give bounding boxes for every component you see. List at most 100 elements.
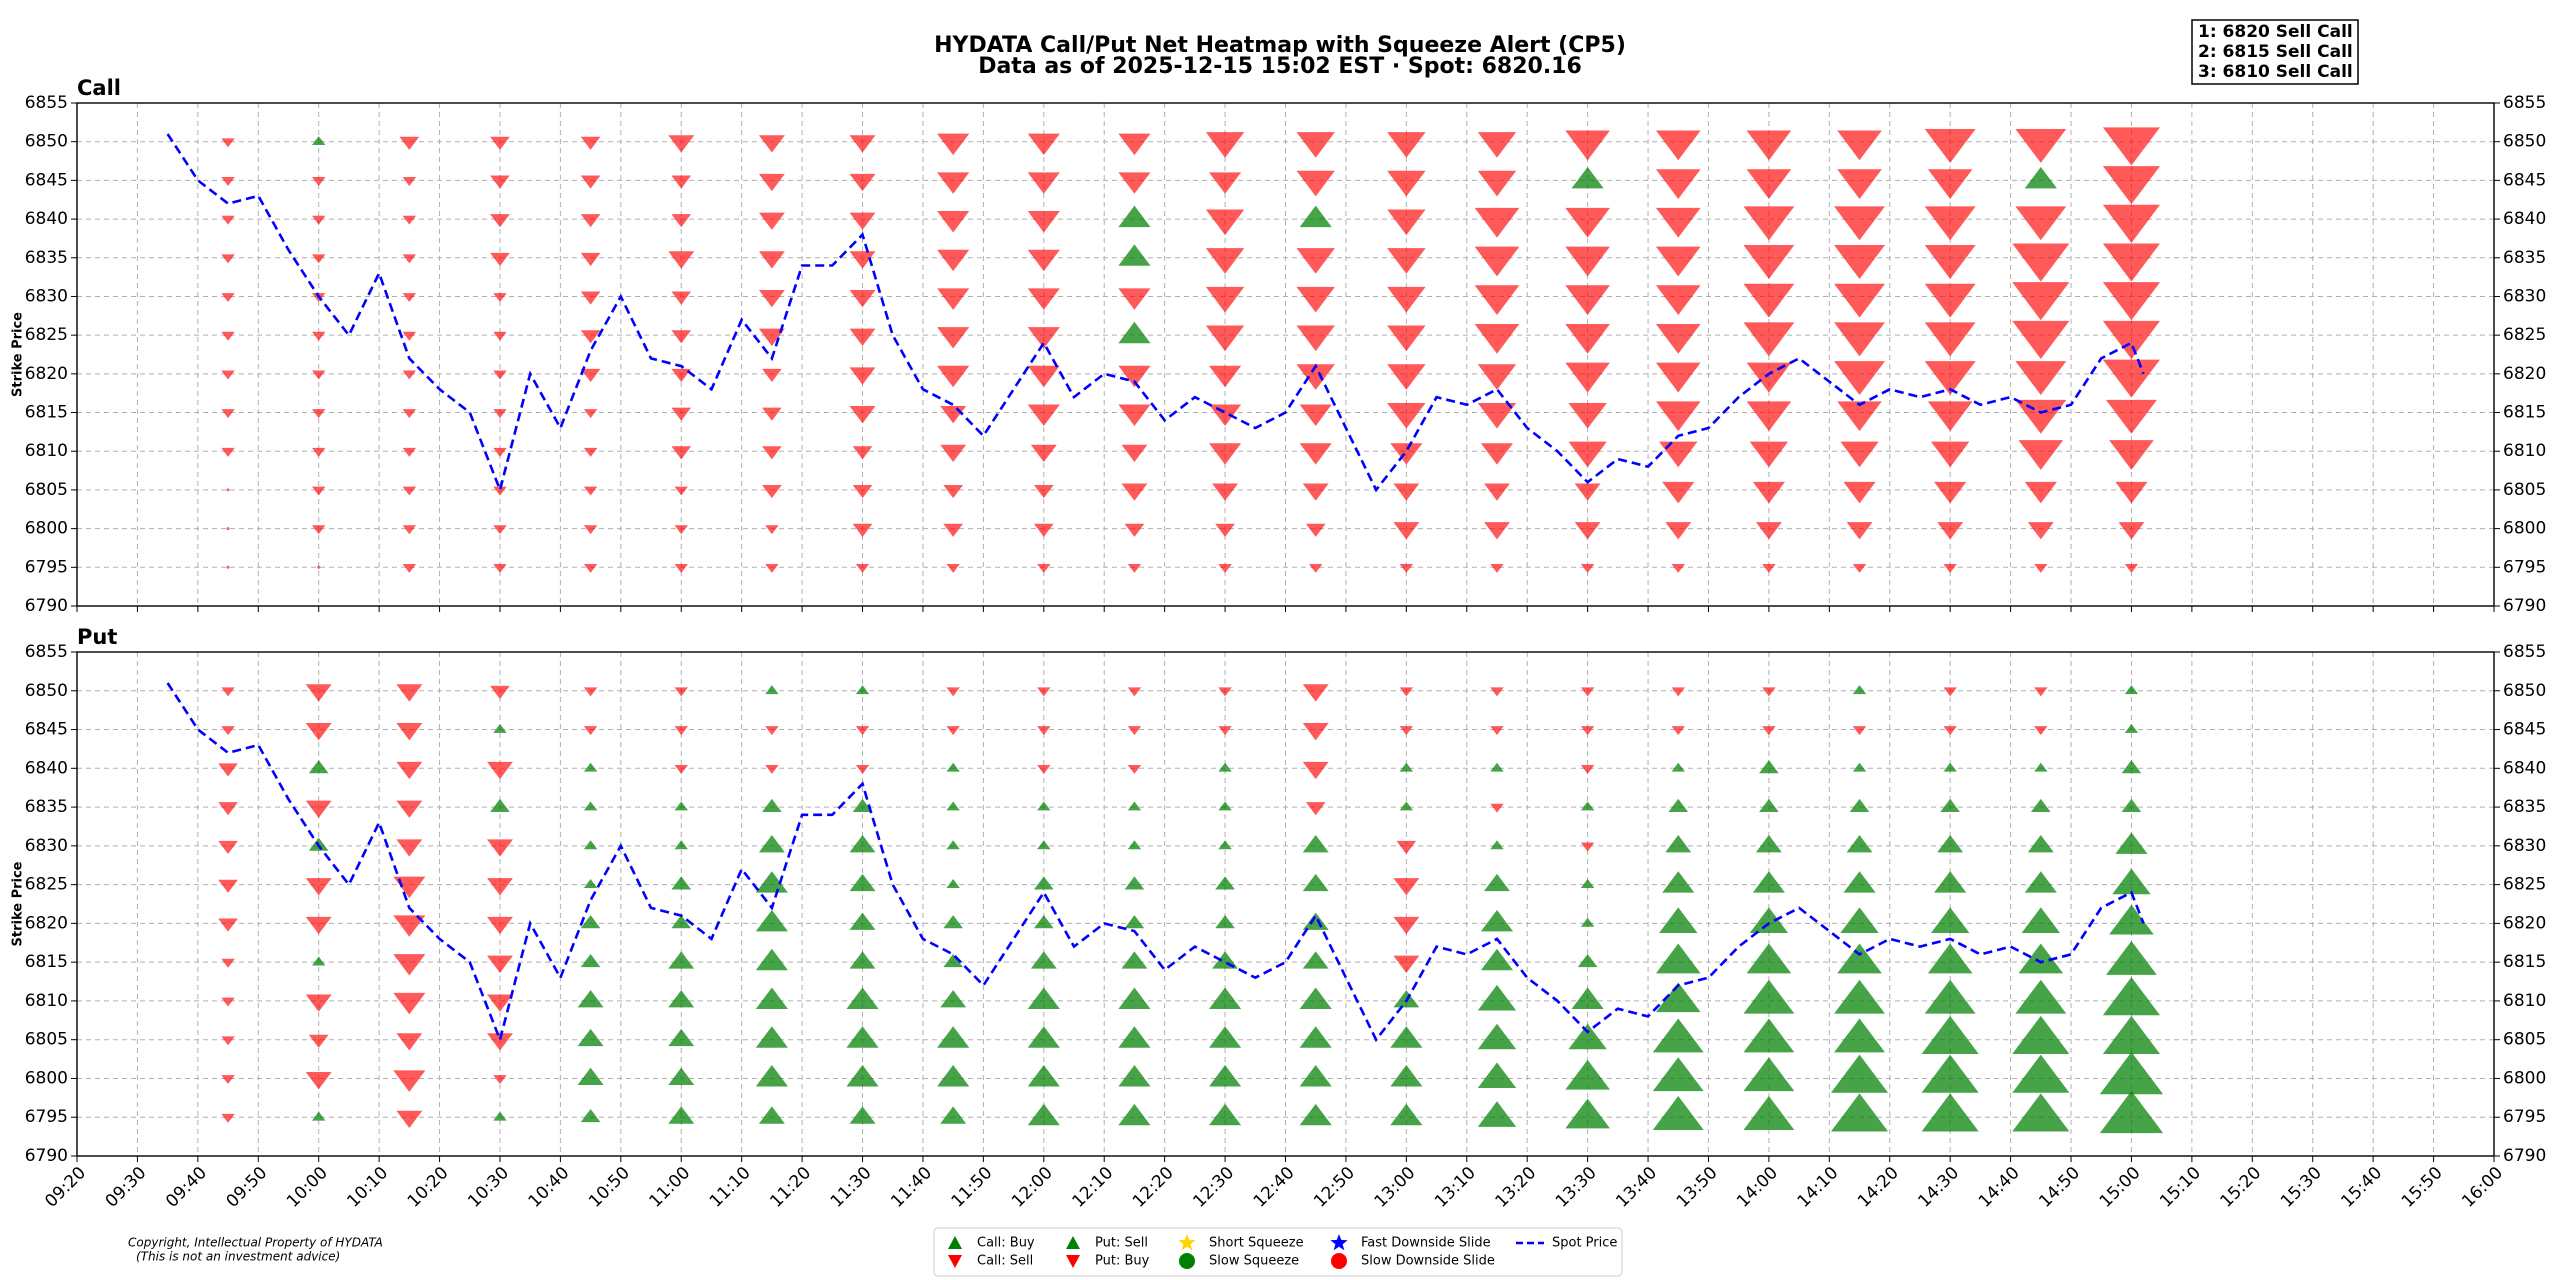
buy-triangle [1937,835,1964,853]
buy-triangle [2124,723,2139,733]
sell-triangle [849,289,876,308]
buy-triangle [1215,876,1235,890]
buy-triangle [577,1067,604,1085]
x-tick-label: 11:00 [646,1163,695,1212]
sell-triangle [937,365,970,388]
buy-triangle [1659,907,1698,933]
sell-triangle [946,726,960,736]
sell-triangle [1484,522,1510,540]
sell-triangle [305,916,332,935]
buy-triangle [1027,1065,1060,1087]
x-tick-label: 15:10 [2156,1163,2205,1212]
buy-triangle [1037,840,1051,850]
y-tick-label: 6820 [25,364,68,384]
x-tick-label: 14:10 [1794,1163,1843,1212]
sell-triangle [1834,245,1885,279]
buy-triangle [1652,1018,1704,1053]
sell-triangle [490,136,510,150]
sell-triangle [221,447,235,457]
x-tick-label: 13:50 [1673,1163,1722,1212]
y-tick-label: 6830 [25,836,68,856]
sell-triangle [2102,243,2161,282]
x-tick-label: 10:40 [525,1163,574,1212]
sell-triangle [1296,325,1335,352]
sell-triangle [762,368,782,383]
sell-triangle [311,370,326,380]
sell-triangle [2015,361,2067,396]
x-tick-label: 14:40 [1975,1163,2024,1212]
legend-box [933,1227,1623,1277]
sell-triangle [393,954,426,976]
buy-triangle [1208,987,1242,1009]
buy-triangle [849,835,876,853]
sell-triangle [580,291,601,305]
sell-triangle [1755,522,1782,540]
buy-triangle [2012,1015,2070,1054]
sell-triangle [2015,206,2067,241]
y-tick-label: 6850 [25,681,68,701]
sell-triangle [1299,404,1332,426]
legend-label: Fast Downside Slide [1361,1236,1491,1251]
buy-triangle [1852,762,1867,772]
sell-triangle [2102,166,2161,205]
sell-triangle [1121,483,1148,501]
sell-triangle [487,994,513,1012]
buy-triangle [2012,1093,2070,1132]
legend-label: Slow Downside Slide [1361,1254,1495,1269]
legend-label: Put: Sell [1095,1236,1148,1251]
sell-triangle [1565,323,1610,354]
sell-triangle [937,133,970,156]
buy-triangle [668,1067,695,1085]
y-tick-label: 6835 [2503,248,2546,268]
sell-triangle [2106,399,2157,434]
sell-triangle [671,446,692,460]
sell-triangle [2027,522,2054,540]
x-tick-label: 11:20 [766,1163,815,1212]
buy-triangle [311,136,326,146]
sell-triangle [493,409,507,419]
buy-triangle [1834,979,1885,1014]
buy-triangle [668,951,695,969]
buy-triangle [762,798,782,812]
sell-triangle [1924,283,1976,318]
y-tick-label: 6795 [25,557,68,577]
sell-triangle [1208,172,1242,194]
sell-triangle [1565,246,1610,277]
sell-triangle [1477,132,1517,158]
buy-triangle [1749,907,1789,933]
sell-triangle [762,446,782,460]
x-tick-label: 09:40 [162,1163,211,1212]
sell-triangle [583,409,598,419]
buy-triangle [1218,840,1232,850]
buy-triangle [1208,1026,1242,1048]
sell-triangle [493,563,507,573]
y-tick-label: 6840 [25,209,68,229]
x-tick-label: 12:00 [1008,1163,1057,1212]
y-tick-label: 6805 [2503,1030,2546,1050]
buy-triangle [2015,979,2067,1014]
buy-triangle [1124,876,1145,890]
buy-triangle [490,798,510,812]
y-tick-label: 6855 [2503,642,2546,662]
sell-triangle [1837,169,1882,199]
sell-triangle [1037,687,1051,697]
sell-triangle [1205,286,1245,313]
buy-triangle [1571,166,1604,189]
buy-triangle [583,801,598,811]
sell-triangle [1655,130,1701,161]
sell-triangle [311,177,326,186]
sell-triangle [1393,522,1420,540]
x-tick-label: 11:30 [827,1163,876,1212]
buy-triangle [1299,205,1332,228]
buy-triangle [1668,798,1689,812]
sell-triangle [1934,481,1967,504]
sell-triangle [1121,444,1148,463]
sell-triangle [1118,404,1151,426]
sell-triangle [1846,522,1873,540]
sell-triangle [487,955,513,973]
sell-triangle [674,687,688,697]
sell-triangle [1568,402,1607,429]
x-tick-label: 13:20 [1491,1163,1540,1212]
sell-triangle [1037,764,1051,774]
